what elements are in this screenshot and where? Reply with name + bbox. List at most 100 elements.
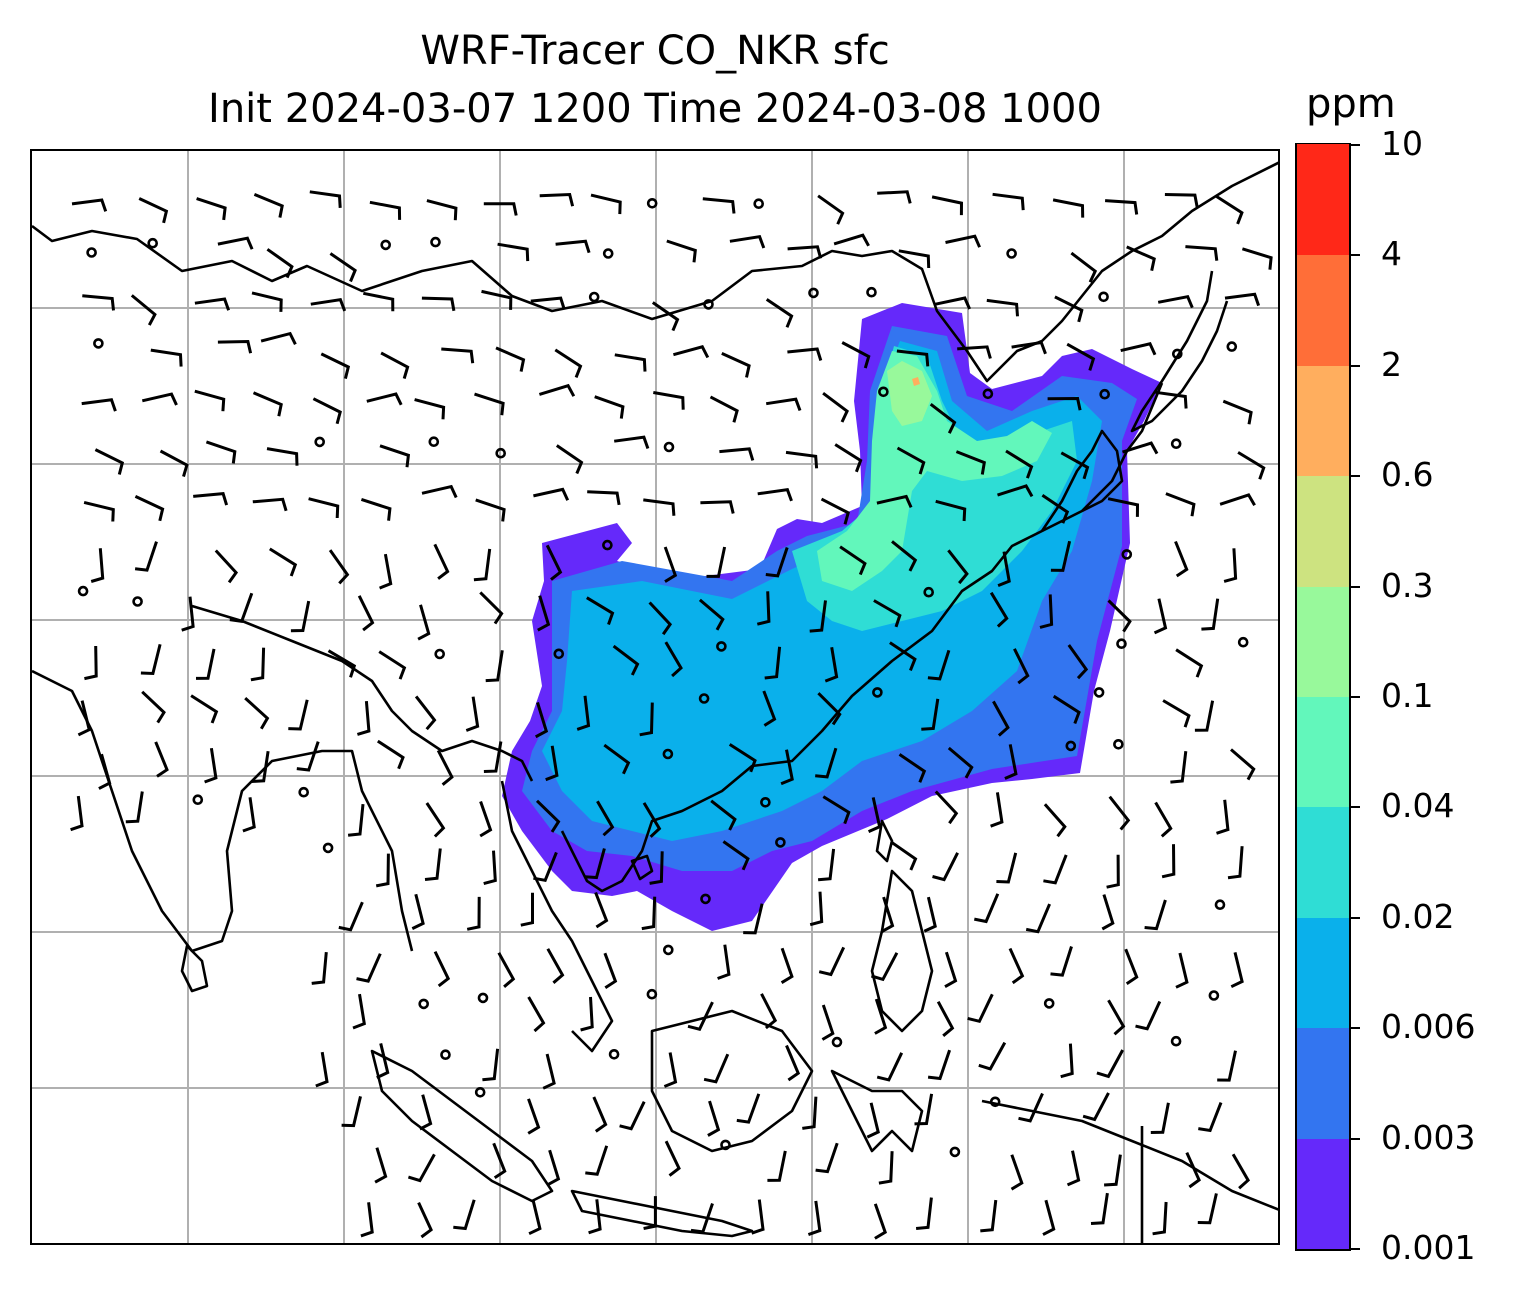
calm-wind-marker <box>662 944 674 956</box>
calm-wind-marker <box>1098 291 1109 303</box>
calm-wind-marker <box>1214 899 1226 911</box>
field-region-0.6 <box>912 377 920 386</box>
calm-wind-marker <box>1237 636 1249 648</box>
calm-wind-marker <box>608 1048 620 1060</box>
colorbar-tick <box>1351 696 1360 698</box>
colorbar-segment <box>1297 586 1349 697</box>
colorbar-tick-label: 2 <box>1381 344 1402 384</box>
wind-barb <box>379 444 411 468</box>
wind-barb <box>700 500 735 514</box>
calm-wind-marker <box>418 998 430 1010</box>
calm-wind-marker <box>872 687 883 698</box>
wind-barb <box>1241 247 1273 270</box>
wind-barb <box>414 695 437 731</box>
wind-barb <box>421 296 456 312</box>
wind-barb <box>195 648 216 680</box>
coastline-taiwan <box>875 819 894 863</box>
wind-barb <box>594 891 609 929</box>
calm-wind-marker <box>1121 549 1133 560</box>
wind-barb <box>1152 1201 1168 1236</box>
wind-barb <box>1060 451 1090 480</box>
wind-barb <box>643 498 676 516</box>
coastline-north <box>32 161 1278 383</box>
wind-barb <box>698 598 725 631</box>
calm-wind-marker <box>753 198 765 210</box>
wind-barb <box>1106 854 1120 889</box>
calm-wind-marker <box>1113 738 1124 750</box>
wind-barb <box>767 1150 787 1182</box>
calm-wind-marker <box>1099 388 1110 400</box>
wind-barb <box>1050 540 1072 572</box>
wind-barb <box>877 190 912 204</box>
wind-barb <box>641 896 657 931</box>
wind-barb <box>896 446 926 475</box>
wind-barb <box>357 595 375 632</box>
calm-wind-marker <box>1170 438 1182 450</box>
wind-barb <box>707 1100 721 1137</box>
wind-barb <box>757 488 793 502</box>
wind-barb <box>580 996 594 1032</box>
wind-barb <box>134 495 165 522</box>
colorbar-segment <box>1297 365 1349 477</box>
wind-barb <box>809 600 827 633</box>
wind-barb <box>528 1199 542 1236</box>
wind-barb <box>934 790 959 825</box>
wind-barb <box>1223 548 1238 583</box>
wind-barb <box>1164 193 1199 208</box>
wind-barb <box>751 1199 765 1235</box>
wind-barb <box>834 443 863 473</box>
calm-wind-marker <box>602 539 613 551</box>
wind-barb <box>414 398 446 420</box>
wind-barb <box>1194 700 1215 732</box>
wind-barbs <box>70 190 1273 1240</box>
wind-barb <box>378 650 407 680</box>
wind-barb <box>1222 399 1253 425</box>
wind-barb <box>935 296 971 310</box>
wind-barb <box>141 690 166 724</box>
wind-barb <box>424 848 442 881</box>
colorbar-segment <box>1297 917 1349 1029</box>
wind-barb <box>1066 1150 1081 1187</box>
wind-barb <box>375 853 390 888</box>
wind-barb <box>603 743 631 775</box>
wind-barb <box>1231 1153 1251 1190</box>
wind-barb <box>588 1199 602 1235</box>
wind-barb <box>380 351 410 380</box>
colorbar-tick <box>1351 254 1360 257</box>
wind-barb <box>308 497 340 519</box>
wind-barb <box>465 696 480 732</box>
wind-barb <box>527 996 546 1033</box>
colorbar-tick <box>1351 475 1360 478</box>
wind-barb <box>433 950 451 988</box>
calm-wind-marker <box>298 786 310 798</box>
wind-barb <box>196 197 227 221</box>
wind-barb <box>649 851 664 885</box>
wind-barb <box>537 595 551 632</box>
coastline-philippines <box>870 869 934 1033</box>
colorbar <box>1295 143 1351 1251</box>
wind-barb <box>927 1049 952 1081</box>
wind-barb <box>425 802 446 838</box>
wind-barb <box>1050 946 1073 977</box>
wind-barb <box>889 641 917 671</box>
wind-barb <box>787 347 823 361</box>
wind-barb <box>485 650 504 683</box>
wind-barb <box>554 348 583 378</box>
wind-barb <box>538 383 576 397</box>
wind-barb <box>944 951 958 989</box>
wind-barb <box>576 695 591 731</box>
wind-barb <box>997 484 1034 498</box>
wind-barb <box>967 993 994 1024</box>
wind-barb <box>1174 540 1189 578</box>
wind-barb <box>154 741 169 778</box>
wind-barb <box>533 851 558 882</box>
wind-barb <box>266 248 294 279</box>
wind-barb <box>921 698 940 731</box>
coastline-indochina <box>500 780 614 1053</box>
wind-barb <box>721 352 751 378</box>
wind-barb <box>614 353 647 372</box>
wind-barb <box>296 741 320 772</box>
wind-barb <box>352 993 366 1030</box>
wind-barb <box>338 901 364 932</box>
calm-wind-marker <box>720 1139 731 1151</box>
